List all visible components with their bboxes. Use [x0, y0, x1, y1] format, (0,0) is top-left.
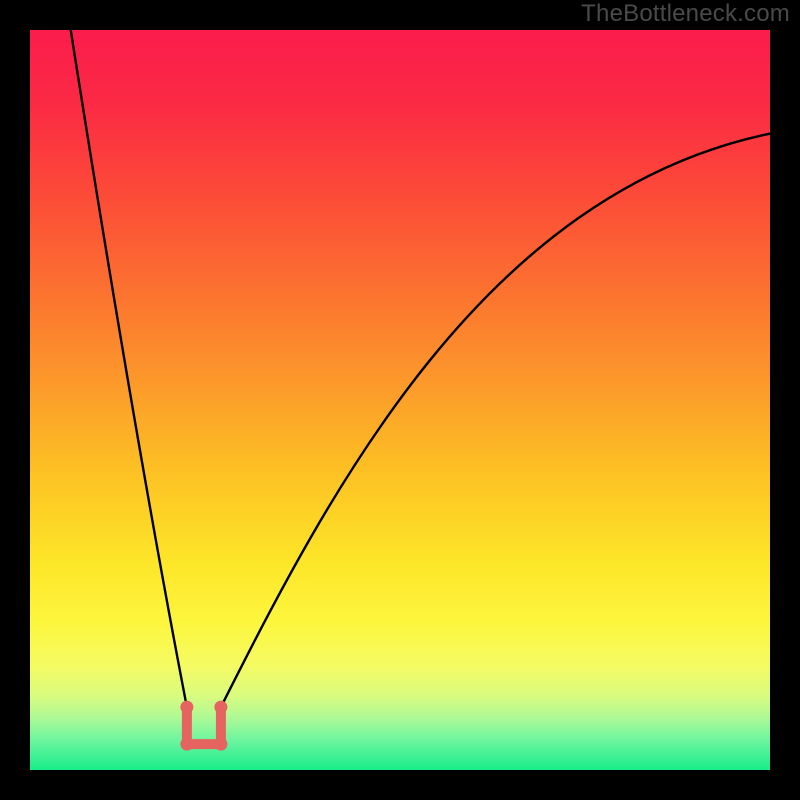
- chart-stage: TheBottleneck.com: [0, 0, 800, 800]
- bottleneck-chart-svg: [0, 0, 800, 800]
- notch-joint-0: [180, 701, 193, 714]
- notch-joint-1: [180, 738, 193, 751]
- notch-joint-3: [214, 701, 227, 714]
- notch-joint-2: [214, 738, 227, 751]
